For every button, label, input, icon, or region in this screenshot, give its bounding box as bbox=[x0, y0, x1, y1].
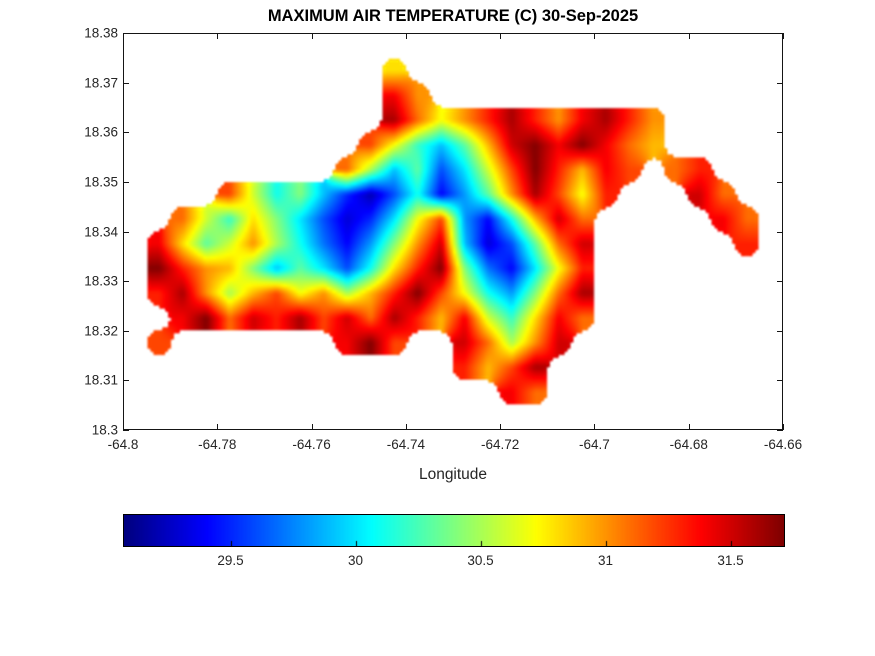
y-tick-mark bbox=[123, 33, 129, 34]
x-tick-mark-top bbox=[594, 33, 595, 39]
y-tick-label: 18.33 bbox=[84, 273, 118, 289]
y-tick-label: 18.34 bbox=[84, 224, 118, 239]
y-tick-mark-right bbox=[777, 33, 783, 34]
y-tick-label: 18.38 bbox=[84, 25, 118, 41]
x-tick-mark bbox=[500, 424, 501, 430]
x-tick-label: -64.72 bbox=[481, 437, 520, 452]
x-tick-mark bbox=[783, 424, 784, 430]
x-tick-label: -64.66 bbox=[763, 437, 803, 452]
x-tick-mark-top bbox=[406, 33, 407, 39]
colorbar bbox=[123, 514, 785, 547]
y-tick-label: 18.32 bbox=[84, 323, 118, 339]
x-tick-label: -64.68 bbox=[669, 437, 708, 452]
x-tick-mark-top bbox=[123, 33, 124, 39]
y-tick-mark bbox=[123, 182, 129, 183]
y-tick-label: 18.36 bbox=[84, 124, 118, 140]
y-tick-label: 18.3 bbox=[91, 422, 118, 438]
colorbar-canvas bbox=[124, 515, 784, 546]
colorbar-tick-label: 30.5 bbox=[467, 553, 494, 568]
x-tick-mark-top bbox=[312, 33, 313, 39]
x-tick-mark bbox=[594, 424, 595, 430]
heatmap-canvas bbox=[124, 34, 782, 429]
y-tick-mark-right bbox=[777, 182, 783, 183]
y-tick-mark-right bbox=[777, 380, 783, 381]
y-tick-mark-right bbox=[777, 430, 783, 431]
x-tick-label: -64.76 bbox=[292, 437, 331, 452]
x-tick-mark bbox=[312, 424, 313, 430]
x-tick-mark bbox=[406, 424, 407, 430]
chart-title: MAXIMUM AIR TEMPERATURE (C) 30-Sep-2025 bbox=[267, 7, 639, 25]
x-axis-label: Longitude bbox=[418, 466, 488, 483]
x-tick-mark bbox=[689, 424, 690, 430]
y-tick-mark bbox=[123, 232, 129, 233]
y-tick-mark bbox=[123, 281, 129, 282]
colorbar-tick-label: 31 bbox=[597, 553, 614, 568]
colorbar-tick-label: 31.5 bbox=[717, 553, 744, 568]
x-tick-mark-top bbox=[217, 33, 218, 39]
x-tick-label: -64.7 bbox=[579, 437, 610, 452]
x-tick-mark bbox=[217, 424, 218, 430]
y-tick-mark bbox=[123, 83, 129, 84]
y-tick-mark-right bbox=[777, 83, 783, 84]
x-tick-label: -64.78 bbox=[198, 437, 237, 452]
y-tick-mark bbox=[123, 132, 129, 133]
x-tick-mark bbox=[123, 424, 124, 430]
colorbar-tick-label: 30 bbox=[347, 553, 364, 568]
x-tick-mark-top bbox=[783, 33, 784, 39]
x-tick-label: -64.74 bbox=[386, 437, 425, 452]
x-tick-mark-top bbox=[689, 33, 690, 39]
y-tick-mark-right bbox=[777, 331, 783, 332]
colorbar-tick-label: 29.5 bbox=[217, 553, 244, 568]
y-tick-mark bbox=[123, 430, 129, 431]
y-tick-mark bbox=[123, 380, 129, 381]
y-tick-label: 18.31 bbox=[84, 372, 118, 388]
x-tick-label: -64.8 bbox=[107, 437, 139, 452]
y-tick-mark bbox=[123, 331, 129, 332]
y-tick-mark-right bbox=[777, 281, 783, 282]
y-tick-mark-right bbox=[777, 232, 783, 233]
y-tick-label: 18.35 bbox=[84, 174, 118, 190]
x-tick-mark-top bbox=[500, 33, 501, 39]
y-tick-mark-right bbox=[777, 132, 783, 133]
plot-area bbox=[123, 33, 783, 430]
y-tick-label: 18.37 bbox=[84, 75, 118, 91]
